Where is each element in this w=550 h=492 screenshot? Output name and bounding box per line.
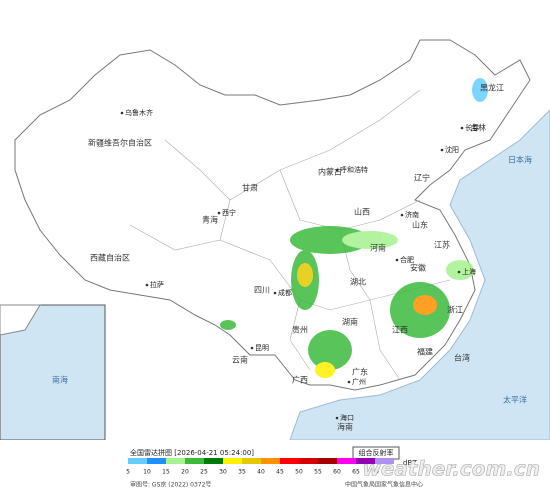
legend-swatch [185, 458, 204, 464]
watermark: weather.com.cn [362, 457, 540, 481]
legend: 5 10 15 20 25 30 35 40 45 50 55 60 65 70 [126, 458, 394, 476]
title: 全国雷达拼图 [2026-04-21 05:24:00] [130, 448, 254, 457]
legend-swatch [147, 458, 166, 464]
region-label: 西藏自治区 [90, 253, 130, 263]
legend-swatch [166, 458, 185, 464]
region-label: 广西 [292, 375, 308, 385]
legend-swatch [375, 458, 394, 464]
legend-value: 10 [143, 469, 151, 476]
city-label: 济南 [405, 210, 419, 219]
region-label: 福建 [417, 347, 433, 357]
legend-swatch [299, 458, 318, 464]
city-dot [440, 148, 444, 152]
product: 组合反射率 [359, 448, 394, 457]
city-label: 沈阳 [445, 145, 459, 154]
region-label: 云南 [232, 355, 248, 365]
city-label: 西宁 [222, 208, 236, 217]
region-label: 浙江 [447, 305, 463, 315]
sea-label: 南海 [52, 375, 68, 385]
legend-value: 35 [238, 469, 246, 476]
region-label: 新疆维吾尔自治区 [88, 138, 152, 148]
city-dot [217, 211, 221, 215]
region-label: 河南 [370, 243, 386, 253]
city-label: 合肥 [400, 255, 414, 264]
region-label: 内蒙古 [318, 167, 342, 177]
sea-label: 日本海 [508, 155, 532, 165]
inset-land [0, 304, 41, 336]
region-label: 黑龙江 [480, 83, 504, 93]
city-dot [395, 258, 399, 262]
city-label: 乌鲁木齐 [125, 108, 153, 117]
region-label: 江西 [392, 326, 408, 335]
region-label: 贵州 [292, 325, 308, 335]
city-label: 长春 [465, 123, 479, 132]
city-label: 拉萨 [150, 280, 164, 289]
legend-value: 20 [181, 469, 189, 476]
region-label: 台湾 [454, 353, 470, 363]
sea-label: 太平洋 [503, 395, 527, 405]
city-dot [120, 111, 124, 115]
city-dot [145, 283, 149, 287]
region-label: 四川 [254, 286, 270, 295]
city-dot [273, 291, 277, 295]
region-label: 吉林 [470, 123, 486, 133]
region-label: 辽宁 [414, 173, 430, 183]
city-label: 海口 [340, 413, 354, 422]
legend-value: 5 [126, 469, 130, 476]
legend-swatch [261, 458, 280, 464]
legend-value: 15 [162, 469, 170, 476]
region-label: 江苏 [434, 240, 450, 250]
region-label: 甘肃 [242, 183, 258, 193]
legend-swatch [223, 458, 242, 464]
region-label: 湖南 [342, 317, 358, 327]
legend-swatch [242, 458, 261, 464]
region-label: 山东 [412, 220, 428, 230]
region-label: 山西 [354, 207, 370, 217]
footer-bg [0, 440, 550, 492]
legend-swatch [356, 458, 375, 464]
region-label: 海南 [337, 422, 353, 432]
legend-value: 55 [314, 469, 322, 476]
legend-value: 60 [333, 469, 341, 476]
city-dot [347, 380, 351, 384]
city-dot [250, 346, 254, 350]
legend-value: 25 [200, 469, 208, 476]
city-dot [335, 416, 339, 420]
city-dot [335, 168, 339, 172]
city-dot [457, 270, 461, 274]
city-dot [460, 126, 464, 130]
city-label: 上海 [462, 267, 476, 276]
region-label: 青海 [202, 215, 218, 225]
region-label: 安徽 [410, 263, 426, 273]
region-label: 广东 [352, 367, 368, 377]
legend-value: 30 [219, 469, 227, 476]
legend-swatch [204, 458, 223, 464]
legend-swatch [337, 458, 356, 464]
legend-value: 45 [276, 469, 284, 476]
region-label: 湖北 [350, 278, 366, 287]
approval: 审图号: GS京 (2022) 0372号 [130, 481, 211, 489]
radar-echoes [220, 78, 488, 378]
agency: 中国气象局国家气象信息中心 [345, 481, 423, 489]
legend-value: 50 [295, 469, 303, 476]
legend-value: 70 [371, 469, 379, 476]
city-label: 成都 [278, 288, 292, 297]
city-label: 呼和浩特 [340, 165, 368, 174]
city-label: 昆明 [255, 344, 269, 352]
city-dot [400, 213, 404, 217]
city-label: 广州 [352, 377, 366, 386]
legend-value: 40 [257, 469, 265, 476]
legend-swatch [280, 458, 299, 464]
legend-swatch [128, 458, 147, 464]
legend-value: 65 [352, 469, 360, 476]
sea [289, 109, 550, 441]
legend-unit: dBZ [403, 459, 417, 467]
legend-swatch [318, 458, 337, 464]
